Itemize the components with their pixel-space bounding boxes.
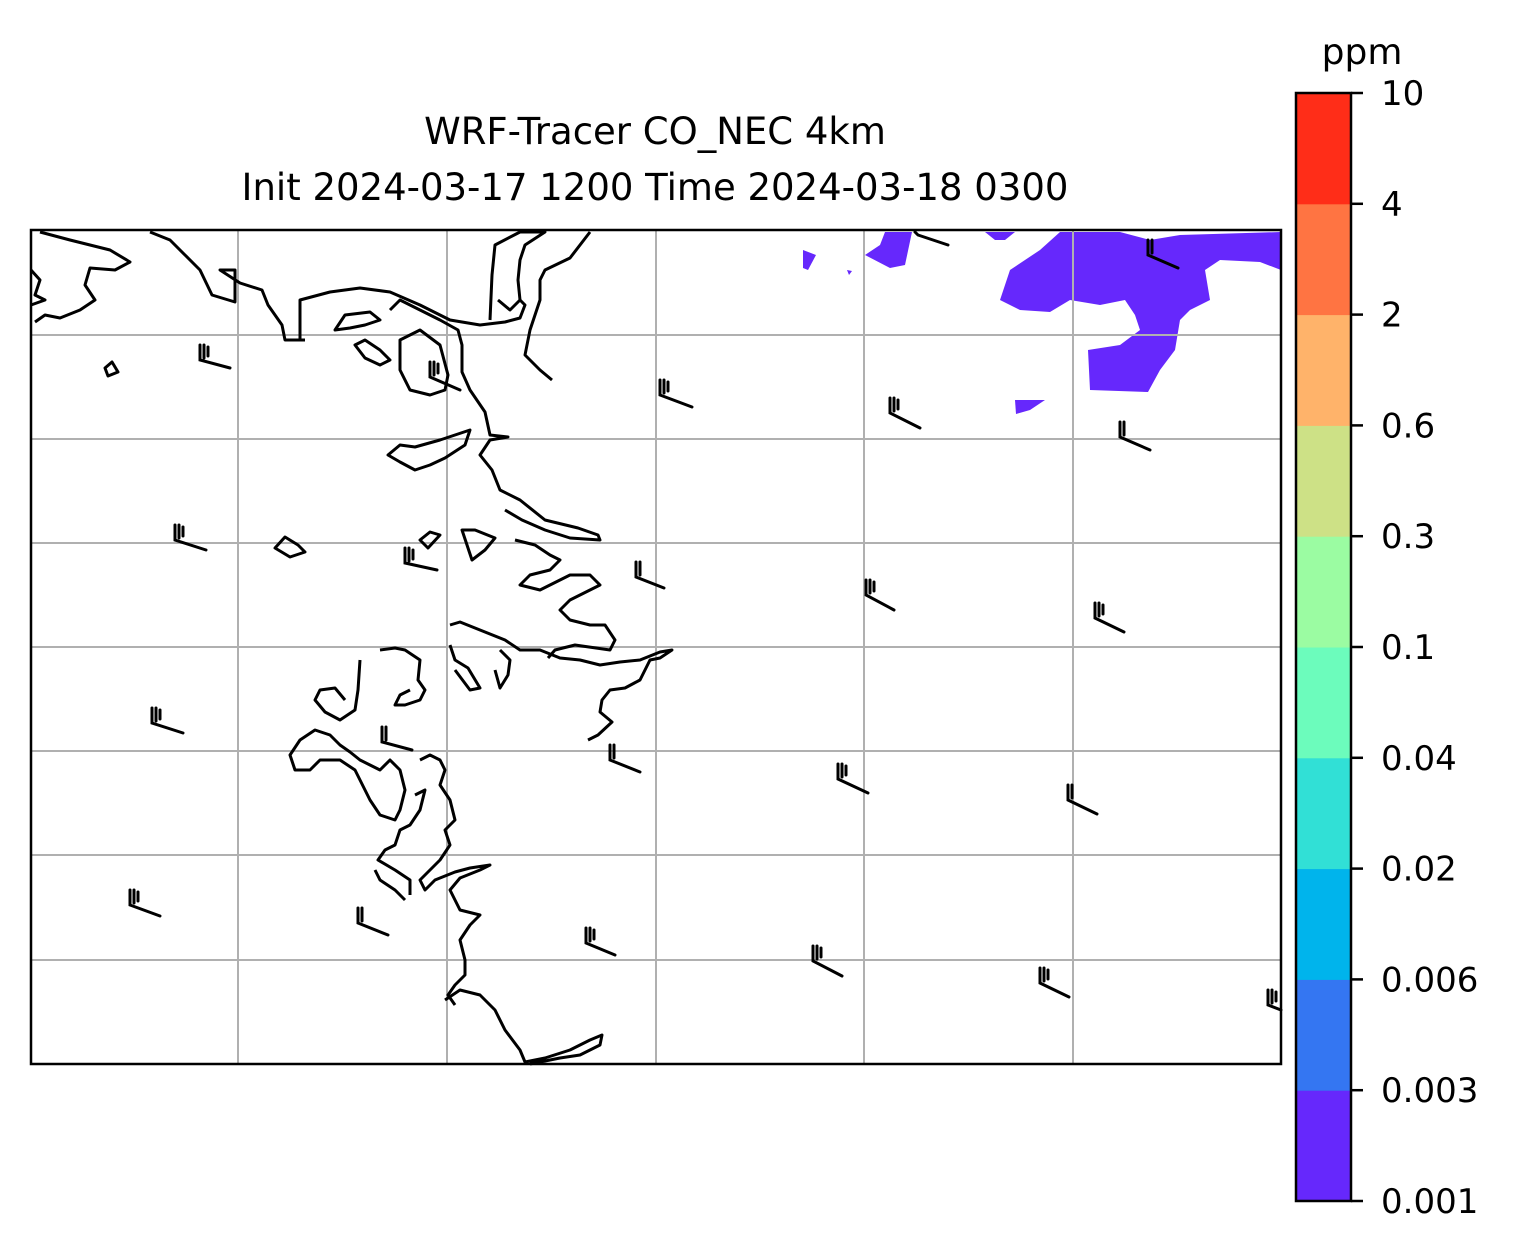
coastline-north-mainland [149, 230, 527, 342]
wind-barb [1066, 783, 1099, 816]
colorbar-swatch [1296, 647, 1351, 759]
map-title-line-1: WRF-Tracer CO_NEC 4km [424, 110, 886, 153]
coastline-northwest [29, 230, 132, 324]
colorbar-swatch [1296, 1090, 1351, 1202]
coastline-bay-inner [388, 298, 602, 542]
tracer-fill-regions [803, 232, 1281, 414]
colorbar: ppm 0.001 0.003 0.006 0.02 0.04 0.1 0.3 0.6 2 4 10 [1294, 32, 1478, 1222]
colorbar-swatch [1296, 314, 1351, 426]
colorbar-swatch [1296, 757, 1351, 870]
wind-barbs [128, 230, 1283, 1012]
coastline-islands [103, 310, 450, 397]
colorbar-swatch [1296, 979, 1351, 1091]
wind-barb [1266, 988, 1283, 1012]
colorbar-tick-label: 0.3 [1381, 517, 1435, 557]
colorbar-tick-label: 0.1 [1381, 628, 1435, 668]
coastline-southern-bay [373, 753, 492, 1006]
map-title-line-2: Init 2024-03-17 1200 Time 2024-03-18 030… [241, 166, 1069, 209]
colorbar-tick-label: 0.001 [1381, 1182, 1478, 1222]
wind-barb [1038, 966, 1071, 999]
wind-barb [658, 378, 694, 409]
wind-barb [128, 888, 162, 918]
colorbar-swatch [1296, 868, 1351, 980]
wind-barb [198, 343, 232, 370]
wind-barb [864, 578, 896, 612]
map-panel [29, 228, 1283, 1066]
coastline-south-peninsula [444, 988, 604, 1066]
colorbar-unit: ppm [1322, 32, 1403, 73]
tracer-region-small-1 [803, 250, 816, 270]
tracer-region-northeast [1000, 232, 1281, 392]
wind-barb [913, 230, 950, 247]
wind-barb [356, 906, 390, 937]
wind-barb [1146, 238, 1180, 270]
colorbar-tick-label: 0.04 [1381, 739, 1457, 779]
colorbar-tick-label: 10 [1381, 74, 1424, 114]
colorbar-swatch [1296, 93, 1351, 205]
colorbar-tick-label: 2 [1381, 296, 1403, 336]
colorbar-swatch [1296, 536, 1351, 648]
wind-barb [1118, 420, 1152, 452]
coastline-river-estuary [488, 230, 592, 382]
colorbar-tick-label: 0.006 [1381, 960, 1478, 1000]
tracer-region-small-2 [847, 270, 852, 275]
wind-barb [811, 944, 844, 978]
coastline-west-shore [288, 646, 427, 822]
colorbar-tick-label: 0.02 [1381, 850, 1457, 890]
coastline-chesapeake-west [273, 428, 617, 659]
wind-barb [403, 546, 439, 572]
wind-barb [888, 396, 922, 430]
wind-barb [608, 743, 642, 774]
wind-barb [1093, 601, 1126, 634]
colorbar-tick-label: 0.003 [1381, 1071, 1478, 1111]
map-frame [29, 228, 1283, 1066]
wind-barb [150, 706, 185, 735]
colorbar-ticks: 0.001 0.003 0.006 0.02 0.04 0.1 0.3 0.6 2 4 10 [1351, 74, 1478, 1222]
wind-barb [428, 360, 462, 392]
tracer-region-north-center [865, 232, 912, 268]
colorbar-tick-label: 0.6 [1381, 406, 1435, 446]
colorbar-swatches [1296, 93, 1351, 1202]
coastlines [29, 230, 674, 1066]
wind-barb [634, 560, 666, 590]
colorbar-swatch [1296, 203, 1351, 316]
wind-barb [836, 762, 870, 795]
wind-barb [584, 926, 617, 957]
coastline-delmarva-bay [448, 620, 674, 742]
wind-barb [380, 725, 414, 752]
wind-barb [173, 523, 208, 552]
colorbar-tick-label: 4 [1381, 185, 1403, 225]
colorbar-swatch [1296, 425, 1351, 537]
tracer-region-small-3 [1015, 400, 1045, 414]
tracer-region-top-right-strip [985, 232, 1015, 240]
